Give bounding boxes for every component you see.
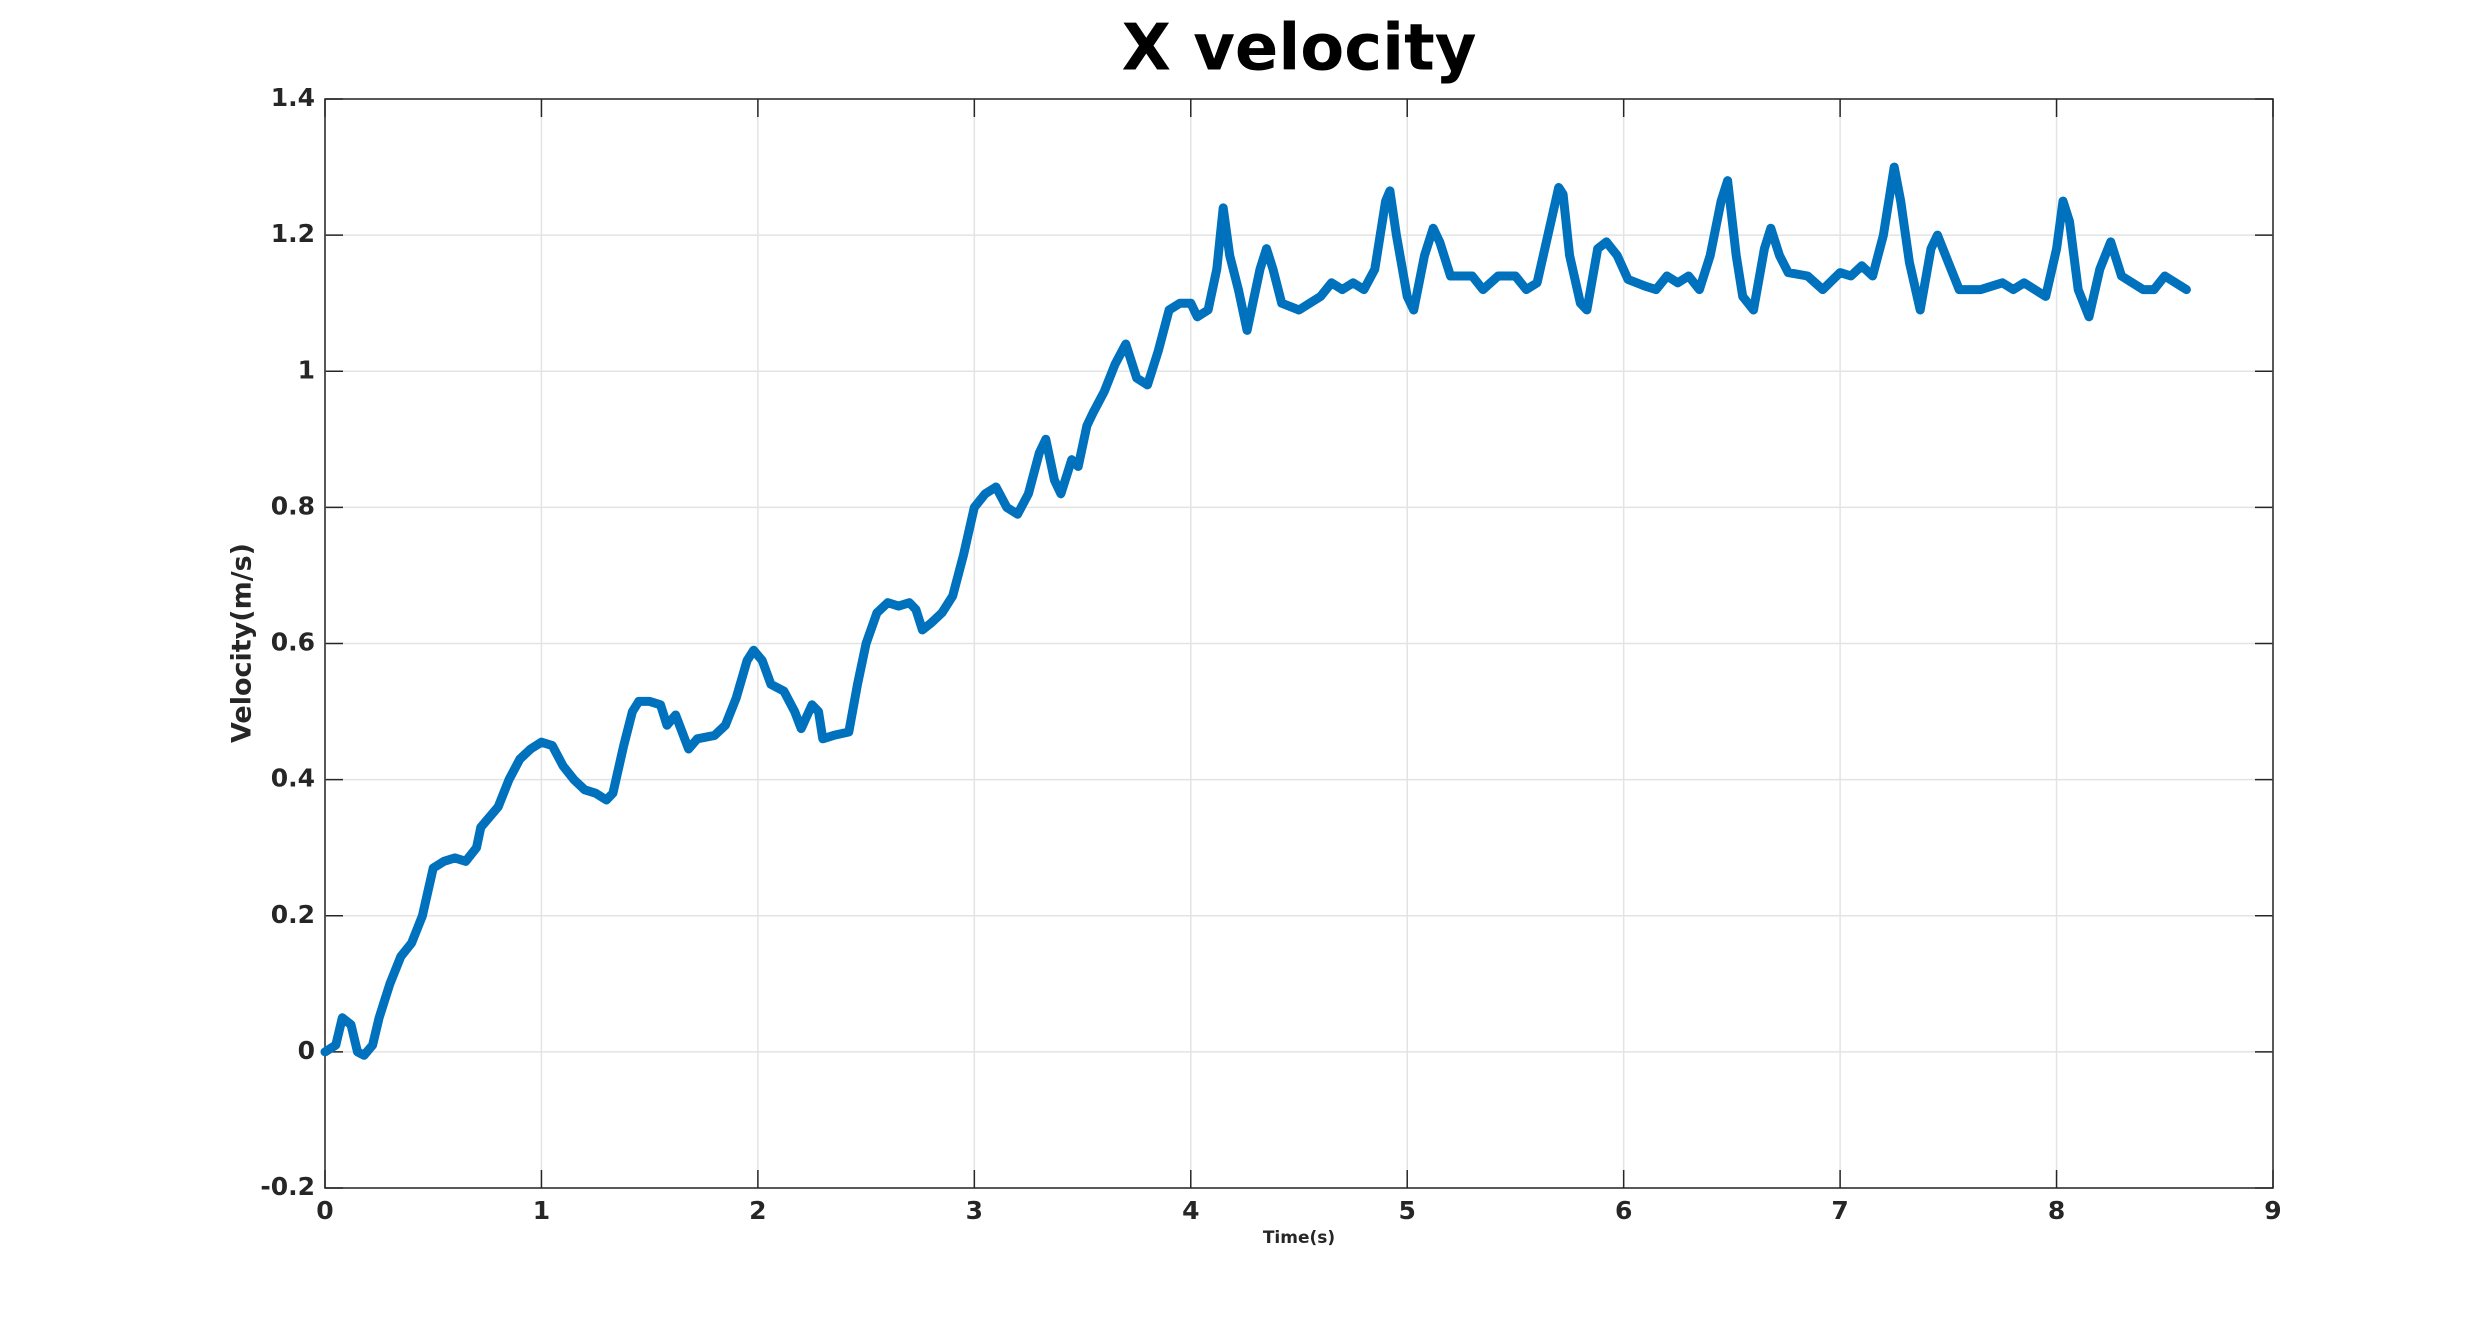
y-tick-label: 0.4 [271,764,315,793]
plot-border [324,98,2274,1189]
y-tick-label: -0.2 [260,1172,315,1201]
y-axis-label: Velocity(m/s) [227,543,258,743]
x-tick-label: 4 [1182,1196,1199,1225]
y-tick-label: 0 [298,1036,315,1065]
y-tick-label: 1.2 [271,219,315,248]
y-tick-label: 0.2 [271,900,315,929]
y-tick-label: 0.6 [271,628,315,657]
data-line [320,162,2191,1060]
x-tick-label: 2 [749,1196,766,1225]
x-tick-label: 5 [1399,1196,1416,1225]
chart-title: X velocity [1122,12,1477,86]
x-tick-label: 6 [1615,1196,1632,1225]
x-tick-label: 3 [966,1196,983,1225]
x-tick-label: 1 [533,1196,550,1225]
x-tick-label: 8 [2048,1196,2065,1225]
y-tick-label: 1 [298,355,315,384]
y-tick-label: 0.8 [271,491,315,520]
x-axis-label: Time(s) [1263,1228,1335,1248]
x-tick-label: 0 [316,1196,333,1225]
x-tick-label: 9 [2264,1196,2281,1225]
x-tick-label: 7 [1831,1196,1848,1225]
y-tick-label: 1.4 [271,83,315,112]
